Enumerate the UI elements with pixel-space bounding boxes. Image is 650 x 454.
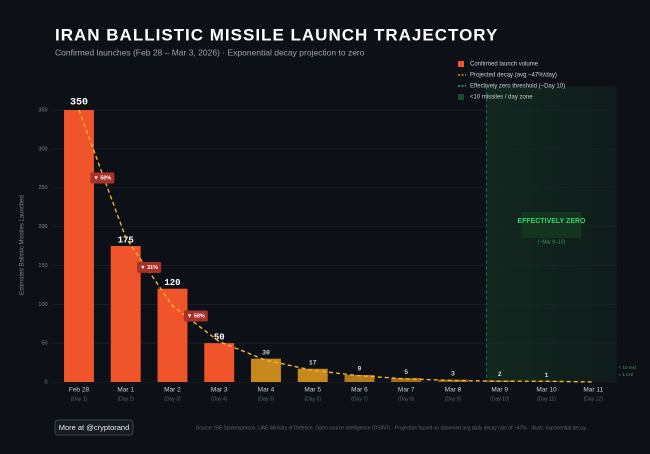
source-note: Source: ISF Spokesperson, UAE Ministry o… bbox=[196, 425, 587, 431]
x-tick-label: Mar 8 bbox=[445, 387, 462, 394]
drop-label: ▼ 31% bbox=[140, 265, 158, 271]
y-axis-label: Estimated Ballistic Missiles Launched bbox=[20, 195, 26, 295]
button[interactable]: More at @cryptorand bbox=[54, 419, 134, 436]
x-tick-label: Mar 6 bbox=[351, 387, 368, 394]
value-label: 120 bbox=[164, 278, 180, 288]
legend-label: <10 missiles / day zone bbox=[470, 95, 533, 101]
zone-note: ≈ 1 msl bbox=[619, 372, 633, 377]
y-tick-label: 300 bbox=[38, 146, 47, 152]
x-tick-label: Mar 7 bbox=[398, 387, 415, 394]
x-tick-label: Mar 9 bbox=[491, 387, 508, 394]
bar bbox=[110, 246, 141, 382]
y-tick-label: 250 bbox=[38, 185, 47, 191]
bar bbox=[391, 378, 422, 382]
x-sublabel: (Day 7) bbox=[351, 396, 368, 402]
button-label[interactable]: More at @cryptorand bbox=[59, 423, 130, 432]
x-sublabel: (Day 1) bbox=[71, 396, 88, 402]
x-sublabel: (Day 3) bbox=[164, 396, 181, 402]
legend-label: Projected decay (avg ~47%/day) bbox=[470, 73, 557, 79]
legend-swatch bbox=[458, 94, 464, 100]
drop-badge bbox=[183, 310, 208, 322]
x-sublabel: (Day 11) bbox=[537, 396, 556, 402]
chart-subtitle: Confirmed launches (Feb 28 – Mar 3, 2026… bbox=[55, 47, 365, 57]
value-label: 175 bbox=[118, 235, 134, 245]
y-tick-label: 0 bbox=[45, 379, 48, 385]
value-label: 17 bbox=[309, 360, 317, 367]
value-label: 2 bbox=[498, 371, 502, 378]
x-sublabel: (Day 6) bbox=[305, 396, 322, 402]
bar bbox=[297, 368, 328, 382]
x-tick-label: Mar 10 bbox=[536, 387, 557, 394]
button-bg[interactable] bbox=[54, 419, 134, 436]
x-tick-label: Mar 4 bbox=[258, 387, 275, 394]
bar bbox=[204, 343, 235, 382]
projection-line bbox=[78, 109, 594, 383]
value-label: 9 bbox=[358, 366, 362, 373]
bar bbox=[344, 375, 375, 382]
value-label: 350 bbox=[70, 98, 88, 109]
zone-label: (~Mar 9–10) bbox=[538, 239, 566, 245]
value-label: 50 bbox=[214, 333, 225, 343]
x-sublabel: (Day 10) bbox=[490, 396, 510, 402]
drop-badge bbox=[90, 172, 115, 184]
x-tick-label: Feb 28 bbox=[69, 387, 90, 394]
x-sublabel: (Day 2) bbox=[118, 396, 135, 402]
value-label: 3 bbox=[451, 370, 455, 377]
drop-label: ▼ 50% bbox=[93, 175, 111, 181]
x-tick-label: Mar 5 bbox=[304, 387, 321, 394]
y-tick-label: 350 bbox=[38, 107, 47, 113]
legend-label: Effectively zero threshold (~Day 10) bbox=[470, 84, 565, 90]
value-label: 1 bbox=[545, 372, 549, 379]
x-sublabel: (Day 8) bbox=[398, 396, 415, 402]
y-tick-label: 200 bbox=[38, 224, 47, 230]
bar bbox=[64, 110, 94, 383]
y-tick-label: 100 bbox=[38, 302, 47, 308]
zone-label: EFFECTIVELY ZERO bbox=[517, 218, 586, 225]
y-tick-label: 150 bbox=[38, 263, 47, 269]
zone-note: < 10 msl bbox=[619, 365, 636, 370]
x-sublabel: (Day 12) bbox=[584, 396, 604, 402]
value-label: 5 bbox=[404, 369, 408, 376]
legend-swatch bbox=[458, 61, 464, 67]
drop-label: ▼ 58% bbox=[187, 313, 205, 319]
x-tick-label: Mar 11 bbox=[583, 387, 603, 394]
bar bbox=[157, 288, 188, 382]
bar bbox=[438, 379, 468, 382]
drop-badge bbox=[137, 261, 162, 273]
x-sublabel: (Day 5) bbox=[258, 396, 275, 402]
value-label: 30 bbox=[262, 349, 270, 356]
chart-title: IRAN BALLISTIC MISSILE LAUNCH TRAJECTORY bbox=[55, 25, 498, 44]
x-tick-label: Mar 1 bbox=[117, 387, 134, 394]
y-tick-label: 50 bbox=[41, 341, 47, 347]
x-sublabel: (Day 4) bbox=[211, 396, 228, 402]
bar bbox=[251, 358, 281, 382]
legend-label: Confirmed launch volume bbox=[470, 62, 539, 68]
x-sublabel: (Day 9) bbox=[445, 396, 462, 402]
x-tick-label: Mar 3 bbox=[211, 387, 228, 394]
zone-box bbox=[521, 212, 582, 238]
x-tick-label: Mar 2 bbox=[164, 387, 181, 394]
